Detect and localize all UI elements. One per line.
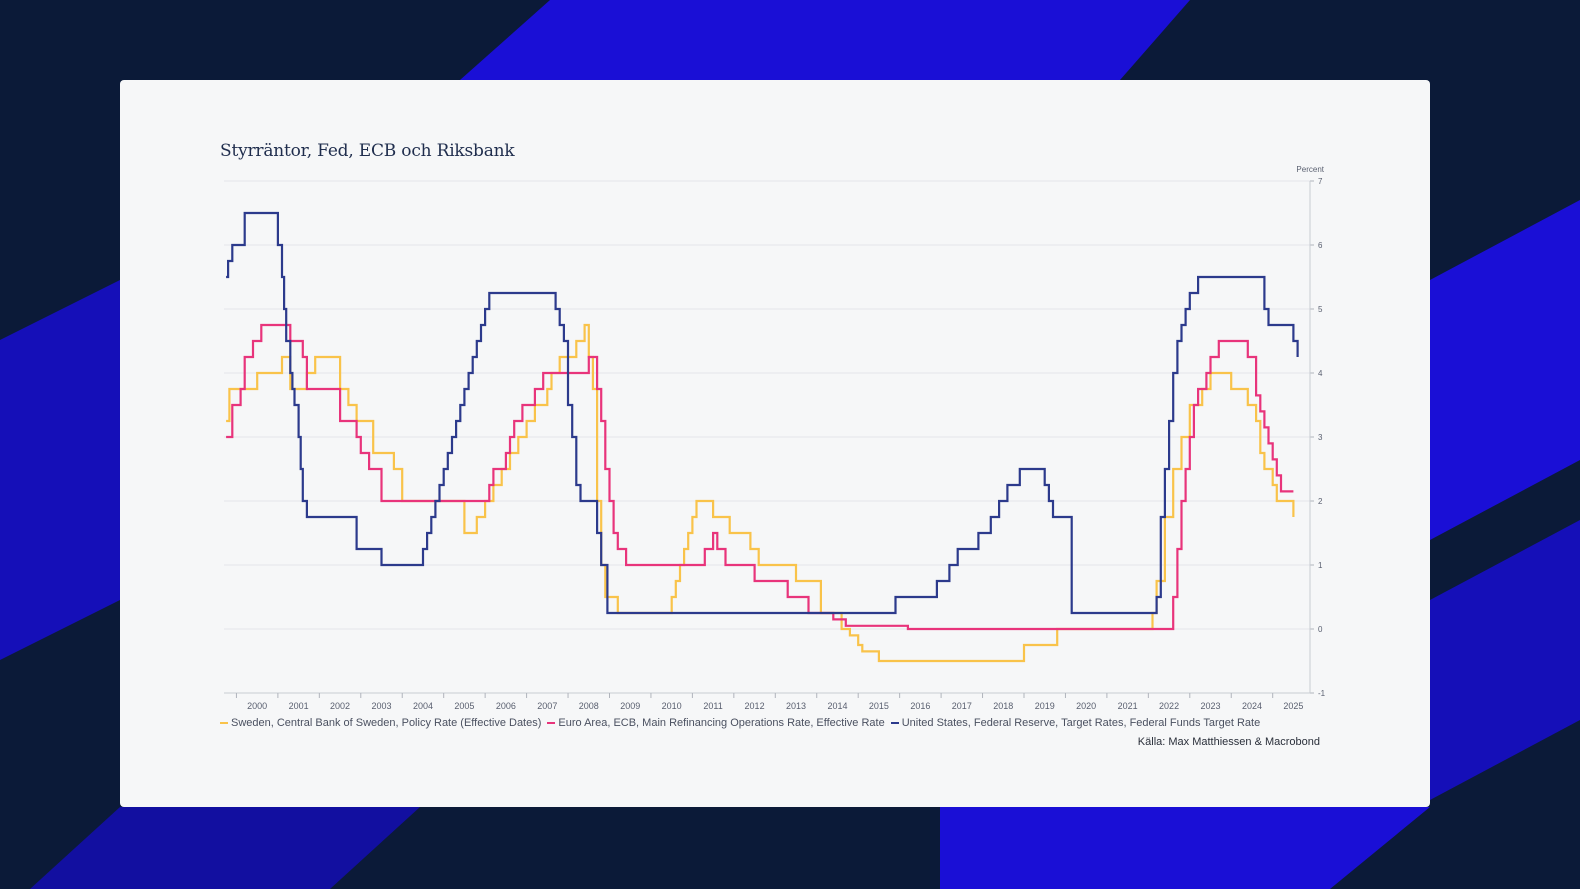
bg-stripe-right [1430, 200, 1580, 540]
legend-label-euro: Euro Area, ECB, Main Refinancing Operati… [558, 717, 885, 729]
bg-stripe-right-lower [1430, 520, 1580, 800]
x-tick-label: 2006 [496, 701, 516, 711]
legend-item-euro: Euro Area, ECB, Main Refinancing Operati… [547, 717, 885, 729]
y-tick-label: 6 [1318, 241, 1323, 250]
source-note: Källa: Max Matthiessen & Macrobond [1137, 736, 1320, 748]
y-tick-label: 2 [1318, 497, 1323, 506]
x-tick-label: 2013 [786, 701, 806, 711]
x-tick-label: 2017 [952, 701, 972, 711]
legend-item-sweden: Sweden, Central Bank of Sweden, Policy R… [220, 717, 541, 729]
y-tick-label: 3 [1318, 433, 1323, 442]
y-tick-label: -1 [1318, 689, 1326, 698]
x-tick-label: 2020 [1076, 701, 1096, 711]
legend-swatch-us [890, 722, 899, 724]
legend-item-us: United States, Federal Reserve, Target R… [890, 717, 1261, 729]
x-tick-label: 2003 [371, 701, 391, 711]
bg-stripe-left [0, 280, 120, 660]
x-tick-label: 2019 [1035, 701, 1055, 711]
series-line-euro [226, 323, 1294, 631]
bg-stripe-bottom-left [30, 807, 420, 889]
x-tick-label: 2009 [620, 701, 640, 711]
x-tick-label: 2002 [330, 701, 350, 711]
x-tick-label: 2007 [537, 701, 557, 711]
x-tick-label: 2005 [454, 701, 474, 711]
x-tick-label: 2004 [413, 701, 433, 711]
y-tick-label: 5 [1318, 305, 1323, 314]
series-line-sweden [226, 323, 1295, 663]
legend-label-sweden: Sweden, Central Bank of Sweden, Policy R… [231, 717, 542, 729]
y-tick-label: 7 [1318, 177, 1323, 186]
x-tick-label: 2010 [662, 701, 682, 711]
line-chart: 7 6 5 4 3 2 1 0 -1 Percent 2000 2001 2002 2003 2004 200… [224, 165, 1326, 711]
x-tick-label: 2015 [869, 701, 889, 711]
x-tick-label: 2012 [745, 701, 765, 711]
legend-swatch-sweden [220, 722, 228, 724]
x-tick-label: 2000 [247, 701, 267, 711]
y-tick-label: 4 [1318, 369, 1323, 378]
y-tick-label: 0 [1318, 625, 1323, 634]
x-tick-label: 2022 [1159, 701, 1179, 711]
legend-label-us: United States, Federal Reserve, Target R… [901, 717, 1261, 729]
x-tick-label: 2001 [289, 701, 309, 711]
x-tick-label: 2018 [993, 701, 1013, 711]
chart-title: Styrräntor, Fed, ECB och Riksbank [220, 141, 515, 161]
series-line-us [226, 211, 1299, 615]
legend-swatch-euro [547, 722, 556, 724]
x-tick-label: 2011 [703, 701, 722, 711]
y-tick-label: 1 [1318, 561, 1323, 570]
chart-card: Styrräntor, Fed, ECB och Riksbank 7 6 5 4 3 2… [120, 80, 1430, 807]
x-tick-label: 2008 [579, 701, 599, 711]
x-tick-label: 2024 [1242, 701, 1262, 711]
chart-legend: Sweden, Central Bank of Sweden, Policy R… [220, 717, 1260, 729]
x-tick-label: 2023 [1201, 701, 1221, 711]
x-tick-label: 2014 [827, 701, 847, 711]
bg-stripe-bottom [940, 807, 1430, 889]
x-tick-label: 2016 [910, 701, 930, 711]
bg-stripe-top [460, 0, 1190, 80]
x-tick-label: 2025 [1283, 701, 1303, 711]
y-axis-label: Percent [1296, 165, 1324, 174]
x-tick-label: 2021 [1118, 701, 1138, 711]
